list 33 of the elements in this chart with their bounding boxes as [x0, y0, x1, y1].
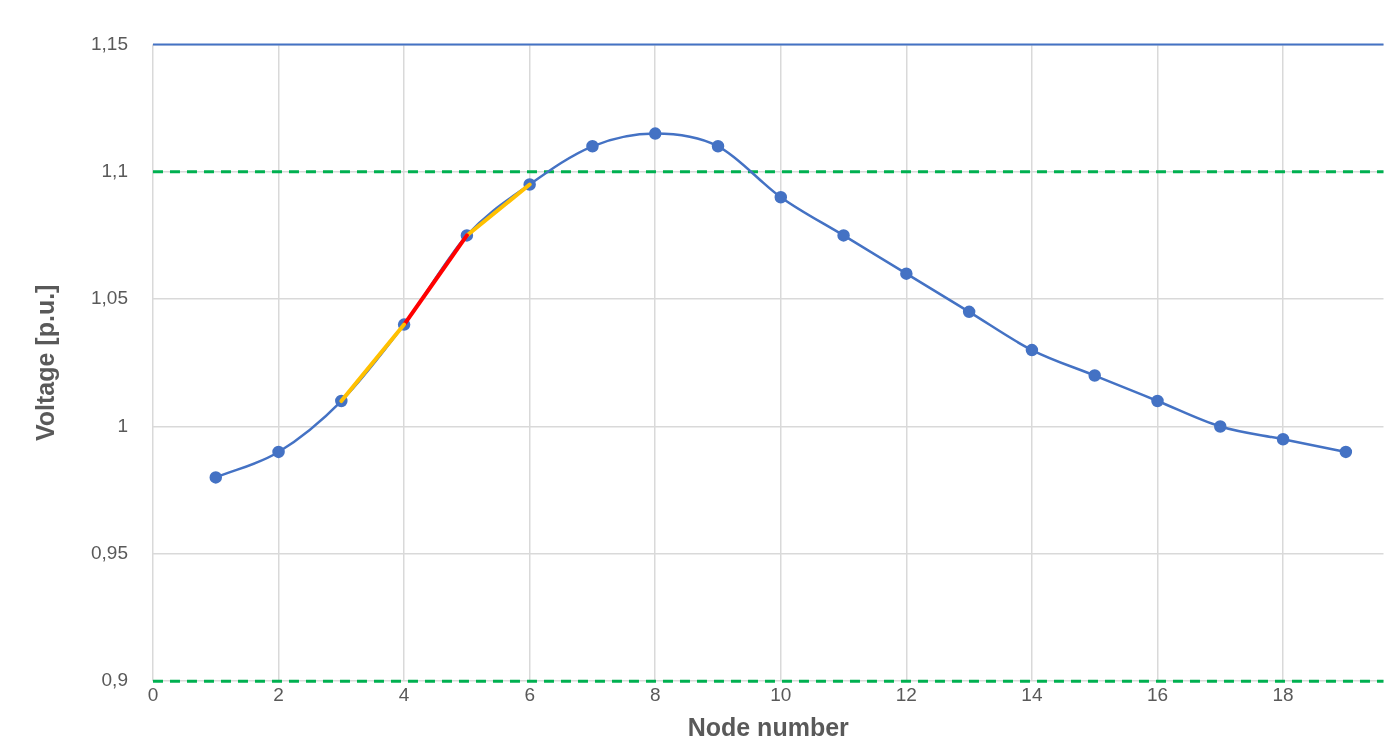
point	[1339, 445, 1353, 459]
y-tick-label: 0,95	[91, 542, 128, 564]
point	[648, 127, 662, 140]
y-axis-title: Voltage [p.u.]	[30, 284, 59, 442]
point	[586, 140, 599, 153]
point	[1025, 343, 1039, 357]
x-tick-label: 14	[1021, 683, 1043, 705]
point	[711, 140, 725, 153]
point	[962, 305, 976, 319]
x-tick-label: 18	[1272, 683, 1294, 705]
y-tick-label: 1,15	[91, 32, 128, 54]
point	[837, 229, 850, 242]
x-axis-title: Node number	[687, 712, 850, 741]
point	[1214, 420, 1227, 433]
y-tick-label: 1,1	[101, 159, 128, 181]
point	[209, 471, 223, 484]
point	[774, 190, 788, 204]
x-tick-label: 16	[1146, 683, 1169, 705]
x-tick-label: 2	[273, 683, 284, 705]
x-tick-label: 4	[398, 683, 410, 705]
x-tick-label: 12	[895, 683, 917, 705]
x-tick-label: 10	[770, 683, 792, 705]
point	[272, 445, 285, 459]
y-tick-label: 0,9	[101, 669, 128, 691]
point	[900, 267, 913, 280]
x-tick-label: 6	[524, 683, 535, 705]
point	[1088, 369, 1101, 382]
x-tick-label: 0	[147, 683, 159, 705]
x-tick-label: 8	[649, 683, 661, 705]
point	[1276, 432, 1290, 446]
point	[1151, 394, 1164, 408]
y-tick-label: 1	[117, 414, 128, 436]
y-tick-label: 1,05	[91, 287, 128, 309]
